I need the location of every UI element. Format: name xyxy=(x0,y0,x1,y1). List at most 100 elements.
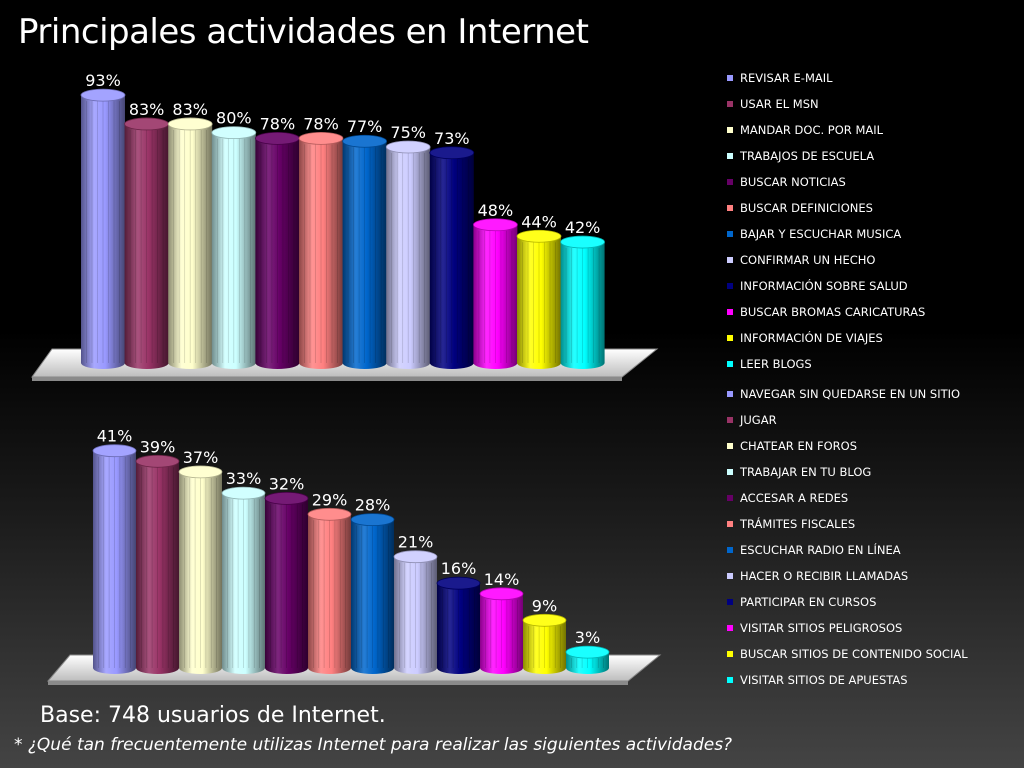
legend-label: NAVEGAR SIN QUEDARSE EN UN SITIO xyxy=(740,387,961,401)
chart-top-bar-12 xyxy=(560,235,605,369)
chart-top-value-label-4: 80% xyxy=(216,109,252,128)
legend-swatch xyxy=(727,231,733,237)
chart-top-bar-11 xyxy=(516,229,562,369)
chart-top-legend-item-7: BAJAR Y ESCUCHAR MUSICA xyxy=(727,221,925,247)
legend-label: VISITAR SITIOS DE APUESTAS xyxy=(740,673,908,687)
chart-bottom-legend-item-3: CHATEAR EN FOROS xyxy=(727,433,968,459)
chart-top-legend-item-6: BUSCAR DEFINICIONES xyxy=(727,195,925,221)
legend-label: TRABAJAR EN TU BLOG xyxy=(740,465,872,479)
chart-top-legend-item-4: TRABAJOS DE ESCUELA xyxy=(727,143,925,169)
chart-bottom-value-label-2: 39% xyxy=(140,437,176,456)
chart-bottom-bar-1 xyxy=(92,444,137,674)
legend-label: LEER BLOGS xyxy=(740,357,812,371)
legend-label: BUSCAR NOTICIAS xyxy=(740,175,846,189)
legend-label: INFORMACIÓN DE VIAJES xyxy=(740,331,883,345)
chart-bottom-legend-item-4: TRABAJAR EN TU BLOG xyxy=(727,459,968,485)
legend-swatch xyxy=(727,153,733,159)
chart-top-bar-2 xyxy=(124,117,170,370)
chart-top-value-label-8: 75% xyxy=(390,123,426,142)
legend-label: USAR EL MSN xyxy=(740,97,819,111)
chart-bottom: 41% 39% 37% 33% 32% 29% 28% 21% 16% 14% 9% 3% xyxy=(46,427,662,685)
chart-bottom-legend-item-12: VISITAR SITIOS DE APUESTAS xyxy=(727,667,968,693)
chart-bottom-legend-item-8: HACER O RECIBIR LLAMADAS xyxy=(727,563,968,589)
chart-top-bar-10 xyxy=(472,218,518,369)
legend-bottom: NAVEGAR SIN QUEDARSE EN UN SITIO JUGAR CHA… xyxy=(727,381,968,693)
chart-bottom-bar-6 xyxy=(307,507,352,674)
chart-top-legend-item-12: LEER BLOGS xyxy=(727,351,925,377)
chart-top-legend-item-5: BUSCAR NOTICIAS xyxy=(727,169,925,195)
legend-swatch xyxy=(727,75,733,81)
legend-label: TRABAJOS DE ESCUELA xyxy=(740,149,875,163)
chart-top-legend-item-10: BUSCAR BROMAS CARICATURAS xyxy=(727,299,925,325)
chart-top-bar-5 xyxy=(254,131,300,369)
legend-swatch xyxy=(727,625,733,631)
legend-swatch xyxy=(727,179,733,185)
chart-top-legend-item-1: REVISAR E-MAIL xyxy=(727,65,925,91)
chart-bottom-bar-3 xyxy=(178,465,223,674)
legend-label: HACER O RECIBIR LLAMADAS xyxy=(740,569,909,583)
legend-swatch xyxy=(727,361,733,367)
chart-top-bar-1 xyxy=(80,88,126,369)
chart-top-bar-9 xyxy=(429,146,475,369)
chart-bottom-bar-8 xyxy=(393,550,438,674)
chart-top-value-label-12: 42% xyxy=(565,218,601,237)
legend-swatch xyxy=(727,521,733,527)
legend-label: CONFIRMAR UN HECHO xyxy=(740,253,876,267)
chart-top-legend-item-2: USAR EL MSN xyxy=(727,91,925,117)
chart-bottom-bar-9 xyxy=(436,576,481,674)
legend-swatch xyxy=(727,335,733,341)
chart-bottom-legend-item-7: ESCUCHAR RADIO EN LÍNEA xyxy=(727,537,968,563)
legend-swatch xyxy=(727,205,733,211)
chart-bottom-value-label-5: 32% xyxy=(269,474,305,493)
chart-top-bar-8 xyxy=(385,140,431,369)
legend-swatch xyxy=(727,495,733,501)
footnote: * ¿Qué tan frecuentemente utilizas Inter… xyxy=(14,735,733,755)
chart-bottom-legend-item-2: JUGAR xyxy=(727,407,968,433)
chart-bottom-value-label-3: 37% xyxy=(183,448,219,467)
chart-bottom-value-label-6: 29% xyxy=(312,490,348,509)
legend-swatch xyxy=(727,309,733,315)
chart-bottom-value-label-8: 21% xyxy=(398,533,434,552)
chart-top-legend-item-9: INFORMACIÓN SOBRE SALUD xyxy=(727,273,925,299)
legend-swatch xyxy=(727,283,733,289)
legend-label: BAJAR Y ESCUCHAR MUSICA xyxy=(740,227,902,241)
legend-label: BUSCAR DEFINICIONES xyxy=(740,201,873,215)
legend-label: CHATEAR EN FOROS xyxy=(740,439,857,453)
legend-swatch xyxy=(727,257,733,263)
chart-bottom-legend-item-6: TRÁMITES FISCALES xyxy=(727,511,968,537)
legend-label: INFORMACIÓN SOBRE SALUD xyxy=(740,279,908,293)
chart-bottom-value-label-10: 14% xyxy=(484,570,520,589)
chart-top-value-label-5: 78% xyxy=(260,114,296,133)
chart-top-bar-3 xyxy=(167,117,213,370)
chart-top-value-label-1: 93% xyxy=(85,71,121,90)
legend-label: TRÁMITES FISCALES xyxy=(740,517,856,531)
chart-bottom-legend-item-11: BUSCAR SITIOS DE CONTENIDO SOCIAL xyxy=(727,641,968,667)
chart-bottom-legend-item-9: PARTICIPAR EN CURSOS xyxy=(727,589,968,615)
chart-top-bar-4 xyxy=(211,126,257,369)
legend-label: REVISAR E-MAIL xyxy=(740,71,833,85)
legend-swatch xyxy=(727,101,733,107)
legend-swatch xyxy=(727,599,733,605)
legend-swatch xyxy=(727,547,733,553)
chart-bottom-legend-item-1: NAVEGAR SIN QUEDARSE EN UN SITIO xyxy=(727,381,968,407)
legend-label: ESCUCHAR RADIO EN LÍNEA xyxy=(740,543,901,557)
chart-bottom-bar-2 xyxy=(135,454,180,674)
base-note: Base: 748 usuarios de Internet. xyxy=(40,703,386,728)
chart-top-bar-6 xyxy=(298,131,344,369)
legend-label: PARTICIPAR EN CURSOS xyxy=(740,595,877,609)
chart-top-value-label-10: 48% xyxy=(478,201,514,220)
legend-swatch xyxy=(727,443,733,449)
legend-label: MANDAR DOC. POR MAIL xyxy=(740,123,884,137)
chart-bottom-value-label-9: 16% xyxy=(441,559,477,578)
chart-bottom-legend-item-5: ACCESAR A REDES xyxy=(727,485,968,511)
legend-swatch xyxy=(727,391,733,397)
legend-swatch xyxy=(727,651,733,657)
chart-top-legend-item-3: MANDAR DOC. POR MAIL xyxy=(727,117,925,143)
chart-top-bar-7 xyxy=(342,134,388,369)
chart-bottom-bar-11 xyxy=(522,613,567,674)
chart-bottom-value-label-7: 28% xyxy=(355,496,391,515)
legend-label: ACCESAR A REDES xyxy=(740,491,849,505)
chart-bottom-bar-10 xyxy=(479,587,524,674)
chart-top: 93% 83% 83% 80% 78% 78% 77% 75% 73% 48% 44% 42% xyxy=(31,71,659,381)
